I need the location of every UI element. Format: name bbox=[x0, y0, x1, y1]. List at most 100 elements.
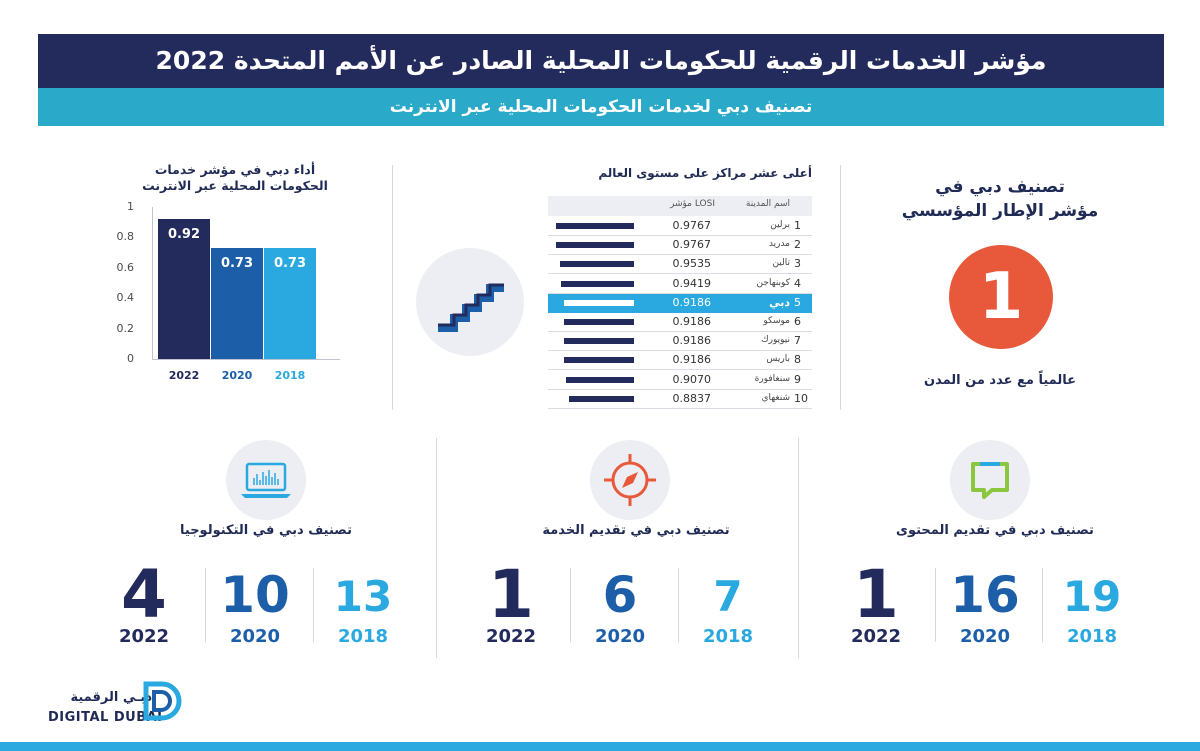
divider bbox=[798, 438, 799, 658]
divider bbox=[436, 438, 437, 658]
table-row: 0.9186 نيويورك 7 bbox=[548, 332, 812, 352]
score-bar bbox=[556, 242, 634, 249]
rank-number: 9 bbox=[794, 372, 801, 386]
separator bbox=[1042, 568, 1043, 642]
bar-2020 bbox=[211, 248, 263, 359]
service-2022-value: 1 bbox=[488, 556, 534, 633]
city-name: دبي bbox=[769, 295, 790, 309]
table-row: 0.9419 كوبنهاجن 4 bbox=[548, 275, 812, 294]
stairs-icon bbox=[416, 248, 524, 356]
header-band bbox=[38, 34, 1164, 88]
city-name: كوبنهاجن bbox=[756, 277, 790, 288]
y-tick-label: 0.6 bbox=[116, 260, 135, 274]
technology-2020-value: 10 bbox=[220, 566, 290, 624]
losi-value: 0.9186 bbox=[672, 334, 712, 348]
ranking-title: أعلى عشر مراكز على مستوى العالم bbox=[598, 166, 812, 180]
separator bbox=[570, 568, 571, 642]
service-2022-year: 2022 bbox=[485, 626, 537, 647]
content-2018-value: 19 bbox=[1062, 572, 1122, 621]
service-title: تصنيف دبي في تقديم الخدمة bbox=[542, 523, 730, 538]
score-bar bbox=[561, 280, 634, 287]
score-bar bbox=[564, 299, 634, 306]
table-row: 0.9186 دبي 5 bbox=[548, 293, 812, 313]
y-tick-label: 0.4 bbox=[116, 291, 135, 305]
rank-number: 3 bbox=[794, 257, 801, 271]
table-row: 0.9186 باريس 8 bbox=[548, 351, 812, 371]
logo-arabic: دبـي الرقمية bbox=[70, 690, 152, 705]
city-name: سنغافورة bbox=[754, 373, 790, 384]
institutional-title-line2: مؤشر الإطار المؤسسي bbox=[901, 201, 1099, 221]
compass-icon bbox=[590, 440, 670, 520]
score-bar bbox=[564, 357, 634, 364]
score-bar bbox=[568, 395, 634, 402]
table-row: 0.9186 موسكو 6 bbox=[548, 313, 812, 332]
score-bar bbox=[564, 338, 634, 345]
losi-value: 0.9535 bbox=[672, 257, 712, 271]
technology-title: تصنيف دبي في التكنولوجيا bbox=[180, 523, 352, 538]
losi-value: 0.9186 bbox=[672, 353, 712, 367]
content-2018-year: 2018 bbox=[1066, 626, 1118, 647]
rank-number: 10 bbox=[794, 391, 808, 405]
institutional-subtitle: عالمياً مع عدد من المدن bbox=[923, 373, 1077, 388]
city-name: نيويورك bbox=[761, 335, 790, 346]
technology-2022-value: 4 bbox=[121, 556, 167, 633]
rank-number: 1 bbox=[794, 219, 801, 232]
bar-value-label: 0.92 bbox=[167, 227, 201, 243]
rank-number: 5 bbox=[794, 295, 801, 309]
separator bbox=[313, 568, 314, 642]
bar-2022 bbox=[158, 219, 210, 359]
x-tick-label: 2022 bbox=[168, 369, 200, 382]
content-2020-value: 16 bbox=[950, 566, 1020, 624]
page-title: مؤشر الخدمات الرقمية للحكومات المحلية ال… bbox=[155, 46, 1047, 75]
rank-number: 7 bbox=[794, 334, 801, 348]
content-title: تصنيف دبي في تقديم المحتوى bbox=[896, 523, 1094, 538]
score-bar bbox=[564, 319, 634, 325]
chart-title: أداء دبي في مؤشر خدمات الحكومات المحلية … bbox=[142, 162, 328, 193]
bar-2018 bbox=[264, 248, 316, 359]
service-2020-value: 6 bbox=[602, 566, 638, 624]
score-bar bbox=[565, 376, 634, 383]
x-tick-label: 2018 bbox=[274, 369, 306, 382]
service-2018-year: 2018 bbox=[702, 626, 754, 647]
city-name: برلين bbox=[770, 220, 790, 230]
y-tick-label: 0 bbox=[127, 352, 134, 365]
service-2018-value: 7 bbox=[713, 572, 743, 621]
y-axis bbox=[152, 207, 153, 360]
ranking-col-city: اسم المدينة bbox=[745, 199, 790, 209]
city-name: تالين bbox=[772, 258, 790, 269]
divider bbox=[840, 165, 841, 410]
score-bar bbox=[556, 223, 634, 229]
divider bbox=[392, 165, 393, 410]
city-name: مدريد bbox=[768, 239, 790, 250]
bar-value-label: 0.73 bbox=[220, 256, 254, 272]
page-subtitle: تصنيف دبي لخدمات الحكومات المحلية عبر ال… bbox=[389, 97, 813, 117]
subtitle-band bbox=[38, 88, 1164, 126]
table-row: 0.9767 برلين 1 bbox=[548, 217, 812, 236]
institutional-title-line1: تصنيف دبي في bbox=[935, 177, 1065, 197]
x-axis bbox=[152, 359, 340, 360]
city-name: شنغهاي bbox=[761, 392, 790, 403]
table-row: 0.9535 تالين 3 bbox=[548, 255, 812, 275]
rank-number: 6 bbox=[794, 315, 801, 328]
losi-value: 0.9186 bbox=[672, 295, 712, 309]
digital-dubai-logo-icon bbox=[140, 678, 186, 724]
technology-2020-year: 2020 bbox=[229, 626, 281, 647]
rank-number: 2 bbox=[794, 238, 801, 252]
table-row: 0.8837 شنغهاي 10 bbox=[548, 390, 812, 409]
technology-2022-year: 2022 bbox=[118, 626, 170, 647]
losi-value: 0.9419 bbox=[672, 276, 712, 290]
separator bbox=[205, 568, 206, 642]
rank-number: 4 bbox=[794, 276, 801, 290]
city-name: باريس bbox=[766, 354, 790, 365]
losi-value: 0.9070 bbox=[672, 372, 712, 386]
separator bbox=[935, 568, 936, 642]
service-2020-year: 2020 bbox=[594, 626, 646, 647]
losi-value: 0.8837 bbox=[672, 391, 712, 405]
footer-line bbox=[0, 742, 1200, 751]
separator bbox=[678, 568, 679, 642]
rank-number: 8 bbox=[794, 353, 801, 367]
technology-2018-year: 2018 bbox=[337, 626, 389, 647]
score-bar bbox=[559, 261, 634, 268]
institutional-rank-badge: 1 bbox=[949, 245, 1053, 349]
logo-english: DIGITAL DUBAI bbox=[48, 710, 163, 725]
